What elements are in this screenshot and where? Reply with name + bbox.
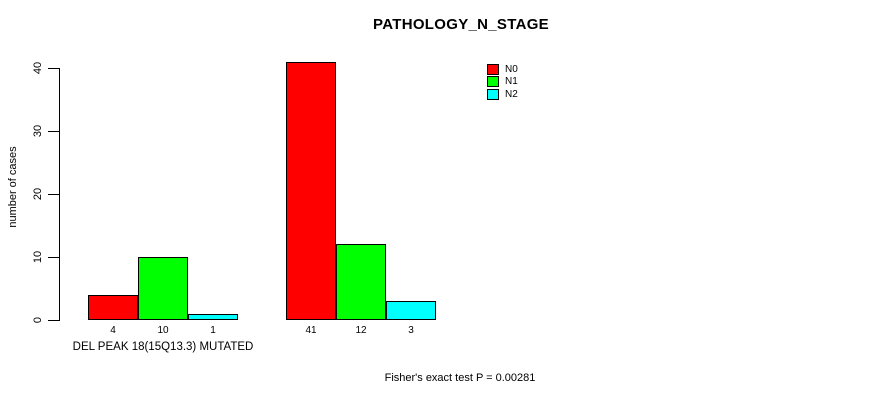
legend-item-n2: N2 xyxy=(487,88,518,101)
y-axis-label: number of cases xyxy=(7,146,19,228)
y-tick-label: 30 xyxy=(32,124,44,138)
y-tick xyxy=(48,194,59,195)
y-tick xyxy=(48,131,59,132)
y-axis-line xyxy=(59,68,60,321)
bar-n1-group2 xyxy=(336,244,386,320)
fisher-test-annotation: Fisher's exact test P = 0.00281 xyxy=(384,372,536,384)
legend-item-n0: N0 xyxy=(487,63,518,76)
bar-value-label: 3 xyxy=(408,325,414,336)
legend: N0 N1 N2 xyxy=(487,63,518,101)
legend-item-label: N1 xyxy=(505,76,518,88)
legend-item-label: N0 xyxy=(505,63,518,75)
chart-title: PATHOLOGY_N_STAGE xyxy=(373,16,549,33)
y-tick xyxy=(48,257,59,258)
legend-swatch xyxy=(487,63,499,75)
bar-n0-group2 xyxy=(286,62,336,320)
x-axis-group-label: DEL PEAK 18(15Q13.3) MUTATED xyxy=(72,341,254,353)
y-tick-label: 10 xyxy=(32,250,44,264)
bar-value-label: 4 xyxy=(110,325,116,336)
bar-value-label: 1 xyxy=(210,325,216,336)
bar-n2-group2 xyxy=(386,301,436,320)
y-tick xyxy=(48,68,59,69)
bar-value-label: 41 xyxy=(305,325,317,336)
y-tick-label: 20 xyxy=(32,187,44,201)
y-tick xyxy=(48,320,59,321)
bar-value-label: 10 xyxy=(157,325,169,336)
y-tick-label: 0 xyxy=(32,316,44,324)
legend-swatch xyxy=(487,76,499,88)
y-tick-label: 40 xyxy=(32,61,44,75)
legend-item-label: N2 xyxy=(505,88,518,100)
bar-value-label: 12 xyxy=(355,325,367,336)
legend-item-n1: N1 xyxy=(487,76,518,89)
legend-swatch xyxy=(487,88,499,100)
bar-n0-group1 xyxy=(88,295,138,320)
bar-n1-group1 xyxy=(138,257,188,320)
bar-n2-group1 xyxy=(188,314,238,320)
